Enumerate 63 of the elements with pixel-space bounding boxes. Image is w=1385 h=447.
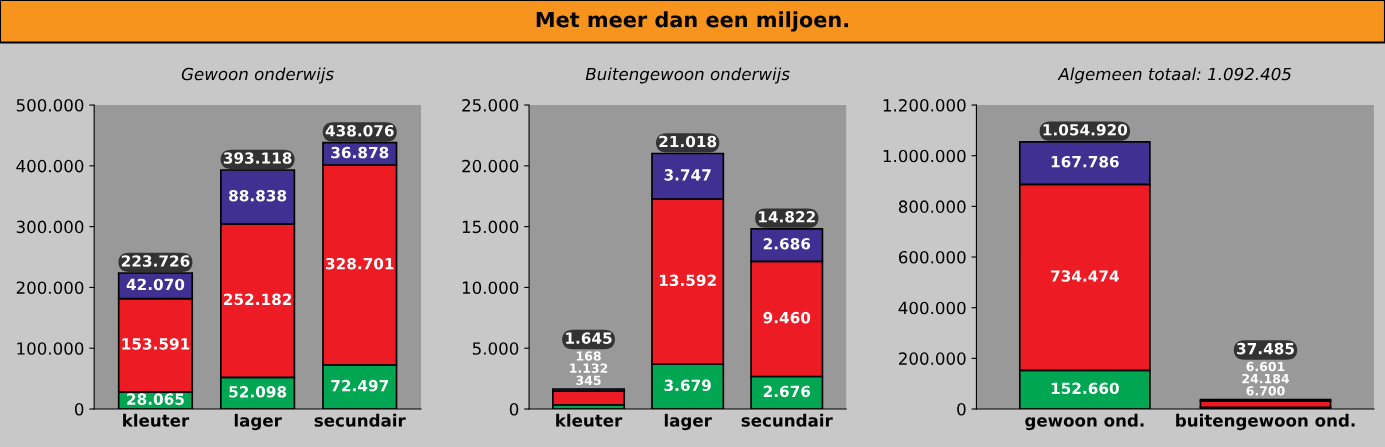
x-tick-label: gewoon ond. bbox=[1025, 413, 1144, 431]
y-tick-label: 0 bbox=[957, 402, 966, 416]
data-label: 6.601 bbox=[1246, 361, 1285, 372]
data-label: 3.747 bbox=[664, 169, 711, 181]
y-tick-label: 0 bbox=[74, 402, 84, 416]
total-label: 1.054.920 bbox=[1043, 124, 1128, 136]
total-label: 223.726 bbox=[121, 255, 190, 267]
data-label: 3.679 bbox=[664, 379, 711, 392]
y-tick-label: 300.000 bbox=[16, 220, 84, 234]
x-tick-label: kleuter bbox=[123, 413, 190, 427]
data-label: 2.676 bbox=[763, 385, 811, 398]
data-label: 152.660 bbox=[1051, 382, 1119, 395]
chart-subtitle: Algemeen totaal: 1.092.405 bbox=[1057, 67, 1292, 84]
y-tick-label: 200.000 bbox=[899, 352, 966, 365]
total-label: 1.645 bbox=[566, 332, 612, 344]
total-label: 21.018 bbox=[659, 135, 717, 148]
y-tick-label: 800.000 bbox=[898, 200, 966, 213]
data-label: 88.838 bbox=[229, 189, 287, 202]
y-tick-label: 0 bbox=[509, 402, 519, 416]
data-label: 153.591 bbox=[122, 338, 190, 350]
y-tick-label: 400.000 bbox=[898, 301, 966, 315]
data-label: 168 bbox=[576, 351, 601, 361]
total-label: 393.118 bbox=[223, 152, 292, 164]
x-tick-label: kleuter bbox=[556, 413, 623, 427]
y-tick-label: 600.000 bbox=[898, 250, 966, 264]
data-label: 167.786 bbox=[1051, 155, 1119, 168]
total-label: 14.822 bbox=[759, 211, 815, 223]
y-tick-label: 200.000 bbox=[16, 281, 84, 294]
data-label: 345 bbox=[576, 375, 601, 386]
y-tick-label: 15.000 bbox=[462, 220, 519, 234]
data-label: 52.098 bbox=[229, 386, 287, 398]
y-tick-label: 1.000.000 bbox=[883, 149, 966, 163]
y-tick-label: 20.000 bbox=[462, 159, 519, 173]
data-label: 328.701 bbox=[325, 257, 394, 270]
y-tick-label: 5.000 bbox=[472, 342, 519, 355]
data-label: 252.182 bbox=[224, 293, 292, 306]
data-label: 36.878 bbox=[331, 146, 389, 159]
data-label: 9.460 bbox=[763, 311, 811, 324]
data-label: 1.132 bbox=[570, 363, 608, 373]
total-label: 37.485 bbox=[1237, 342, 1294, 355]
data-label: 13.592 bbox=[659, 274, 716, 287]
x-tick-label: lager bbox=[234, 413, 282, 431]
y-tick-label: 500.000 bbox=[16, 99, 84, 112]
data-label: 24.184 bbox=[1242, 373, 1290, 384]
data-label: 6.700 bbox=[1246, 386, 1285, 396]
data-label: 2.686 bbox=[763, 238, 811, 250]
x-tick-label: lager bbox=[664, 413, 712, 431]
total-label: 438.076 bbox=[325, 124, 394, 137]
x-tick-label: secundair bbox=[741, 413, 833, 427]
chart-subtitle: Gewoon onderwijs bbox=[181, 67, 334, 84]
chart-subtitle: Buitengewoon onderwijs bbox=[585, 67, 790, 84]
data-label: 28.065 bbox=[127, 393, 184, 405]
y-tick-label: 10.000 bbox=[462, 281, 519, 294]
chart-title: Met meer dan een miljoen. bbox=[536, 11, 849, 32]
data-label: 72.497 bbox=[331, 379, 389, 392]
data-label: 42.070 bbox=[126, 278, 185, 291]
y-tick-label: 100.000 bbox=[17, 342, 84, 355]
data-label: 734.474 bbox=[1051, 270, 1119, 282]
y-tick-label: 400.000 bbox=[16, 159, 84, 173]
y-tick-label: 1.200.000 bbox=[883, 99, 966, 112]
x-tick-label: buitengewoon ond. bbox=[1176, 413, 1355, 431]
y-tick-label: 25.000 bbox=[462, 99, 519, 112]
x-tick-label: secundair bbox=[314, 413, 406, 427]
